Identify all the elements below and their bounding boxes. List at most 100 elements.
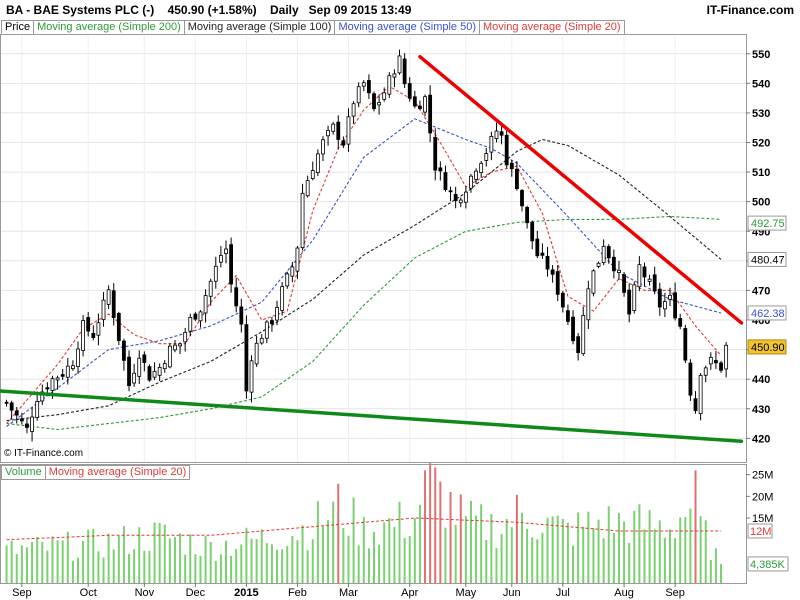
- volume-bar: [643, 529, 646, 583]
- candle-body: [652, 274, 657, 292]
- volume-bar: [352, 497, 355, 583]
- candle-body: [576, 336, 581, 354]
- volume-bar: [51, 536, 54, 583]
- candle-body: [40, 391, 45, 402]
- candle-body: [642, 266, 647, 278]
- time-tick-label: Aug: [614, 587, 634, 599]
- copyright-notice: © IT-Finance.com: [4, 448, 84, 459]
- candle-body: [484, 153, 489, 161]
- volume-bar: [281, 549, 284, 583]
- volume-bar: [301, 525, 304, 583]
- volume-bar: [270, 544, 273, 583]
- candle-body: [535, 238, 540, 257]
- candle-body: [509, 162, 514, 170]
- candle-body: [606, 246, 611, 259]
- candle-body: [673, 292, 678, 319]
- volume-bar: [617, 512, 620, 583]
- volume-bar: [128, 553, 131, 583]
- candle-body: [678, 318, 683, 327]
- candle-body: [167, 345, 172, 368]
- volume-bar: [199, 555, 202, 583]
- volume-bar: [87, 529, 90, 583]
- volume-bar: [515, 494, 518, 583]
- volume-bar: [505, 518, 508, 583]
- volume-bar: [41, 541, 44, 583]
- candle-body: [188, 317, 193, 332]
- volume-bar: [587, 511, 590, 583]
- volume-bar: [418, 504, 421, 583]
- candle-body: [724, 344, 729, 370]
- volume-bar: [424, 470, 427, 583]
- volume-bar: [209, 541, 212, 583]
- volume-bar: [500, 533, 503, 583]
- legend-ma200[interactable]: Moving average (Simple 200): [33, 20, 184, 35]
- volume-bar: [347, 535, 350, 583]
- volume-bar: [413, 518, 416, 583]
- legend-ma100[interactable]: Moving average (Simple 100): [183, 20, 335, 35]
- candle-body: [622, 274, 626, 293]
- time-tick-label: Sep: [665, 587, 685, 599]
- volume-bar: [602, 538, 605, 583]
- volume-bar: [561, 518, 564, 583]
- candle-body: [683, 328, 688, 361]
- volume-bar: [92, 528, 95, 583]
- candle-body: [433, 136, 438, 171]
- volume-bar: [577, 512, 580, 583]
- volume-bar: [408, 536, 411, 583]
- volume-bar: [82, 540, 85, 583]
- time-tick-label: Nov: [135, 587, 155, 599]
- volume-bar: [337, 483, 340, 583]
- candle-body: [81, 320, 86, 351]
- volume-bar: [720, 563, 723, 583]
- volume-bar: [245, 527, 248, 583]
- time-tick-label: 2015: [234, 587, 258, 599]
- volume-bar: [163, 524, 166, 583]
- candle-body: [423, 96, 427, 113]
- candle-body: [402, 58, 407, 85]
- volume-bar: [444, 527, 447, 583]
- volume-bar: [102, 557, 105, 583]
- candle-body: [96, 322, 101, 336]
- candle-body: [601, 245, 606, 264]
- volume-bar: [521, 512, 523, 583]
- legend-ma20[interactable]: Moving average (Simple 20): [479, 20, 625, 35]
- candle-body: [229, 244, 234, 285]
- volume-bar: [582, 526, 585, 583]
- volume-bar: [250, 538, 253, 583]
- candle-body: [438, 167, 443, 172]
- candle-body: [157, 367, 162, 376]
- volume-bar: [133, 549, 136, 583]
- volume-bar: [510, 527, 513, 583]
- candle-body: [4, 401, 9, 404]
- candle-body: [224, 248, 228, 255]
- legend-volume-ma20[interactable]: Moving average (Simple 20): [44, 465, 191, 480]
- time-tick-label: Mar: [339, 587, 358, 599]
- candle-body: [550, 269, 555, 275]
- legend-volume[interactable]: Volume: [1, 465, 45, 480]
- price-tick-label: 470: [752, 285, 770, 297]
- volume-bar: [546, 517, 549, 583]
- volume-bar: [122, 526, 125, 583]
- candle-body: [581, 315, 586, 354]
- candle-body: [106, 289, 111, 305]
- volume-tick-label: 15M: [752, 513, 773, 525]
- site-brand: IT-Finance.com: [706, 3, 794, 17]
- volume-bar: [378, 544, 381, 583]
- volume-bar: [153, 522, 156, 583]
- volume-bar: [459, 494, 462, 583]
- candle-body: [356, 86, 361, 104]
- volume-bar: [66, 531, 69, 583]
- candle-body: [617, 269, 621, 273]
- candle-body: [9, 402, 14, 411]
- time-tick-label: Jul: [556, 587, 570, 599]
- candle-body: [275, 307, 279, 321]
- volume-bar: [184, 554, 187, 583]
- volume-bar: [148, 550, 151, 583]
- candle-body: [382, 92, 387, 100]
- volume-bar: [623, 521, 626, 583]
- candle-body: [315, 153, 320, 173]
- candle-body: [719, 362, 723, 371]
- candle-body: [412, 96, 417, 107]
- candle-body: [693, 398, 698, 412]
